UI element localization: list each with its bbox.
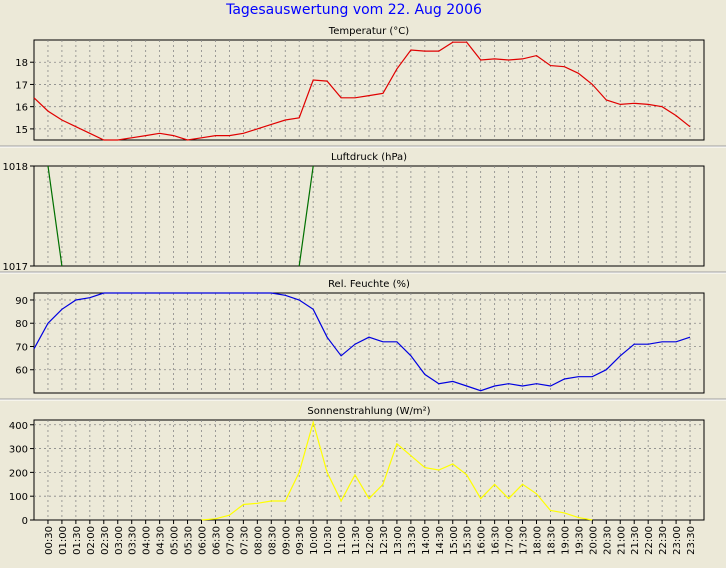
x-tick-label: 01:30: [72, 526, 83, 555]
x-tick-label: 14:30: [435, 526, 446, 555]
x-tick-label: 04:30: [156, 526, 167, 555]
y-tick-label: 15: [15, 125, 28, 136]
x-tick-label: 06:00: [198, 526, 209, 555]
x-tick-label: 16:30: [491, 526, 502, 555]
x-tick-label: 17:30: [519, 526, 530, 555]
x-tick-label: 15:30: [463, 526, 474, 555]
x-tick-label: 01:00: [58, 526, 69, 555]
panel-title: Temperatur (°C): [328, 26, 409, 37]
y-tick-label: 90: [15, 296, 28, 307]
y-tick-label: 80: [15, 319, 28, 330]
x-tick-label: 13:00: [393, 526, 404, 555]
panel-2: Luftdruck (hPa) 1017 1018: [3, 152, 705, 273]
report-title: Tagesauswertung vom 22. Aug 2006: [225, 2, 482, 18]
x-tick-label: 11:30: [351, 526, 362, 555]
x-tick-label: 03:00: [114, 526, 125, 555]
series-line: [33, 292, 691, 392]
y-tick-label: 1018: [3, 162, 28, 173]
x-tick-label: 04:00: [142, 526, 153, 555]
y-tick-label: 60: [15, 366, 28, 377]
y-tick-label: 70: [15, 342, 28, 353]
x-tick-label: 20:00: [588, 526, 599, 555]
x-tick-label: 14:00: [421, 526, 432, 555]
x-tick-label: 21:30: [630, 526, 641, 555]
y-tick-label: 200: [9, 468, 28, 479]
x-tick-label: 18:00: [533, 526, 544, 555]
x-tick-label: 10:00: [309, 526, 320, 555]
x-tick-label: 16:00: [477, 526, 488, 555]
x-tick-label: 22:30: [658, 526, 669, 555]
x-tick-label: 02:30: [100, 526, 111, 555]
panel-title: Sonnenstrahlung (W/m²): [307, 406, 430, 417]
y-tick-label: 18: [15, 58, 28, 69]
x-axis: 00:30 01:00 01:30 02:00 02:30 03:00 03:30 04:00…: [44, 520, 697, 555]
panel-title: Luftdruck (hPa): [331, 152, 407, 163]
y-tick-label: 17: [15, 80, 28, 91]
x-tick-label: 05:00: [170, 526, 181, 555]
x-tick-label: 15:00: [449, 526, 460, 555]
x-tick-label: 09:00: [281, 526, 292, 555]
panel-1: Temperatur (°C) 15 16 17 18: [15, 26, 705, 141]
series-line: [201, 420, 593, 521]
x-tick-label: 07:30: [239, 526, 250, 555]
y-tick-label: 100: [9, 492, 28, 503]
x-tick-label: 08:30: [267, 526, 278, 555]
x-tick-label: 07:00: [225, 526, 236, 555]
panel-title: Rel. Feuchte (%): [328, 279, 410, 290]
y-tick-label: 0: [22, 516, 28, 527]
y-tick-label: 1017: [3, 262, 28, 273]
x-tick-label: 20:30: [602, 526, 613, 555]
x-tick-label: 09:30: [295, 526, 306, 555]
y-tick-label: 16: [15, 103, 28, 114]
x-tick-label: 18:30: [546, 526, 557, 555]
x-tick-label: 12:00: [365, 526, 376, 555]
x-tick-label: 22:00: [644, 526, 655, 555]
y-tick-label: 300: [9, 445, 28, 456]
x-tick-label: 05:30: [184, 526, 195, 555]
x-tick-label: 06:30: [211, 526, 222, 555]
x-tick-label: 02:00: [86, 526, 97, 555]
x-tick-label: 00:30: [44, 526, 55, 555]
x-tick-label: 23:30: [686, 526, 697, 555]
y-tick-label: 400: [9, 421, 28, 432]
x-tick-label: 12:30: [379, 526, 390, 555]
x-tick-label: 03:30: [128, 526, 139, 555]
x-tick-label: 21:00: [616, 526, 627, 555]
x-tick-label: 11:00: [337, 526, 348, 555]
x-tick-label: 10:30: [323, 526, 334, 555]
x-tick-label: 13:30: [407, 526, 418, 555]
x-tick-label: 23:00: [672, 526, 683, 555]
panel-3: Rel. Feuchte (%) 60 70 80 90: [15, 279, 705, 394]
x-tick-label: 19:00: [560, 526, 571, 555]
series-line: [298, 165, 314, 267]
panel-4: Sonnenstrahlung (W/m²) 0 100 200 300 400: [9, 406, 705, 527]
series-line: [47, 165, 63, 267]
x-tick-label: 08:00: [253, 526, 264, 555]
x-tick-label: 19:30: [574, 526, 585, 555]
series-line: [33, 41, 691, 141]
x-tick-label: 17:00: [505, 526, 516, 555]
